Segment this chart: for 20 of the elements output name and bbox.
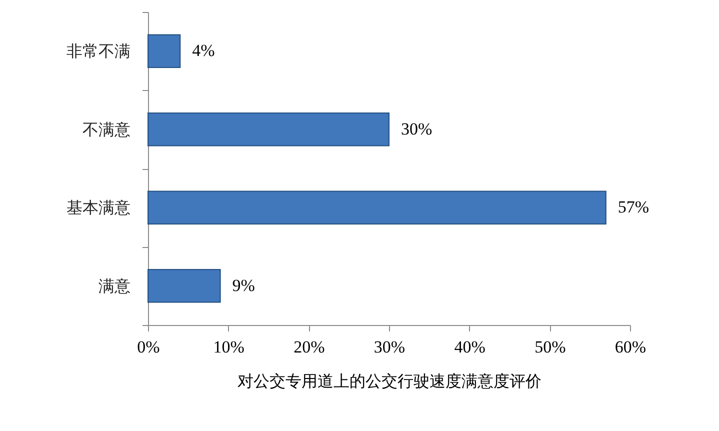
bar (148, 268, 221, 303)
data-label: 30% (401, 119, 432, 138)
y-tick-label: 不满意 (82, 120, 130, 139)
data-label: 4% (192, 41, 215, 60)
x-tick-label: 60% (614, 338, 646, 356)
data-label: 9% (232, 276, 255, 295)
x-tick-label: 50% (534, 338, 566, 356)
data-label: 57% (618, 198, 650, 217)
x-tick-label: 20% (294, 338, 325, 356)
x-tick-label: 0% (137, 338, 160, 356)
y-tick-label: 满意 (98, 276, 130, 296)
y-tick-label: 基本满意 (66, 198, 130, 218)
x-tick-label: 40% (454, 338, 486, 356)
x-tick-label: 10% (213, 338, 244, 356)
x-tick-label: 30% (374, 338, 406, 356)
x-axis-title: 对公交专用道上的公交行驶速度满意度评价 (238, 372, 542, 390)
y-tick-label: 非常不满 (66, 42, 130, 61)
bar (148, 112, 390, 146)
bar (148, 190, 606, 225)
bar (148, 34, 181, 68)
